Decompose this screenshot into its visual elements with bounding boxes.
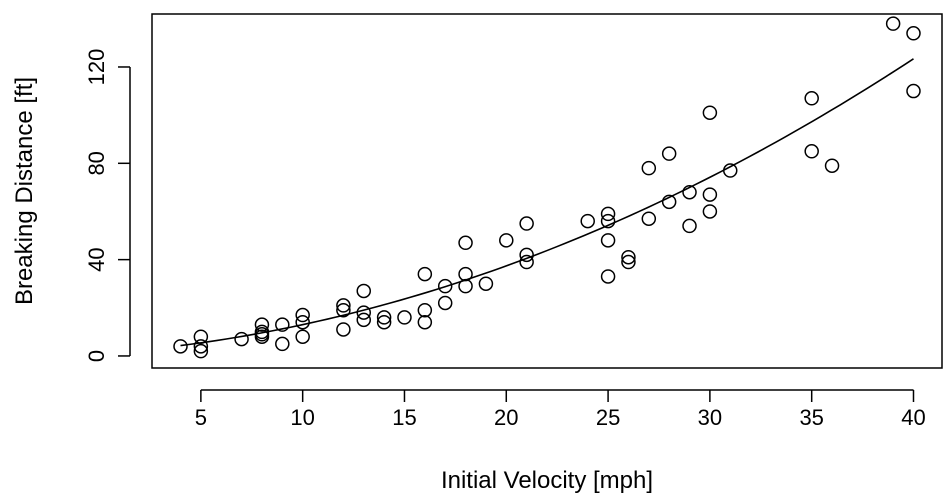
data-point [906, 83, 921, 99]
data-point [295, 314, 310, 330]
data-point [702, 105, 718, 120]
data-point [417, 266, 433, 282]
data-point [356, 305, 372, 320]
data-point [336, 298, 351, 313]
x-axis-label: Initial Velocity [mph] [441, 467, 653, 494]
data-point [641, 211, 657, 226]
data-point [254, 317, 270, 332]
plot-frame [151, 13, 943, 369]
data-point [682, 218, 697, 234]
y-tick-label: 120 [84, 49, 109, 86]
data-point [458, 266, 473, 282]
data-point [600, 206, 616, 222]
data-point [417, 314, 433, 330]
data-point [906, 26, 921, 41]
data-point [519, 216, 534, 231]
data-point [824, 158, 840, 173]
data-point [234, 331, 249, 347]
data-point [437, 295, 453, 311]
data-point [580, 213, 595, 229]
data-point [702, 204, 718, 219]
data-point [600, 269, 616, 284]
data-point [437, 278, 453, 294]
x-tick-label: 30 [698, 405, 722, 430]
data-point [275, 317, 290, 332]
data-point [193, 339, 209, 354]
data-point [600, 213, 616, 229]
x-tick-label: 5 [195, 405, 207, 430]
fit-curve [180, 58, 914, 347]
x-axis: 5 10 15 20 25 30 35 40 [195, 389, 926, 430]
x-tick-label: 25 [596, 405, 620, 430]
data-point [356, 312, 372, 328]
x-tick-label: 20 [494, 405, 518, 430]
data-point [295, 307, 310, 323]
data-point [702, 187, 718, 202]
data-point [376, 314, 392, 330]
x-tick-label: 10 [290, 405, 314, 430]
data-point [600, 233, 616, 248]
data-point [885, 16, 901, 31]
data-point [193, 329, 209, 344]
data-point [458, 235, 473, 251]
data-point [193, 343, 209, 359]
x-tick-label: 35 [799, 405, 823, 430]
y-tick-label: 80 [84, 151, 109, 175]
x-tick-label: 15 [392, 405, 416, 430]
data-point [478, 276, 494, 291]
data-point [661, 146, 677, 161]
data-point [275, 336, 290, 352]
data-point [804, 144, 819, 159]
data-point [621, 254, 636, 270]
data-point [376, 310, 392, 325]
x-tick-label: 40 [901, 405, 925, 430]
data-point [499, 233, 514, 248]
data-point [519, 247, 534, 263]
data-point [336, 322, 351, 337]
data-point [295, 329, 310, 344]
data-points [173, 16, 921, 359]
y-axis-label: Breaking Distance [ft] [11, 77, 38, 305]
data-point [661, 194, 677, 210]
data-point [722, 163, 738, 178]
data-point [397, 310, 412, 325]
y-axis: 0 40 80 120 [84, 49, 131, 362]
data-point [336, 302, 351, 318]
data-point [804, 91, 819, 106]
data-point [621, 249, 636, 265]
data-point [458, 278, 473, 294]
y-tick-label: 40 [84, 247, 109, 271]
y-tick-label: 0 [84, 350, 109, 362]
data-point [519, 254, 534, 270]
data-point [254, 324, 270, 340]
data-point [641, 160, 657, 176]
data-point [173, 339, 188, 354]
data-point [682, 184, 697, 200]
data-point [356, 283, 372, 299]
data-point [417, 302, 433, 318]
